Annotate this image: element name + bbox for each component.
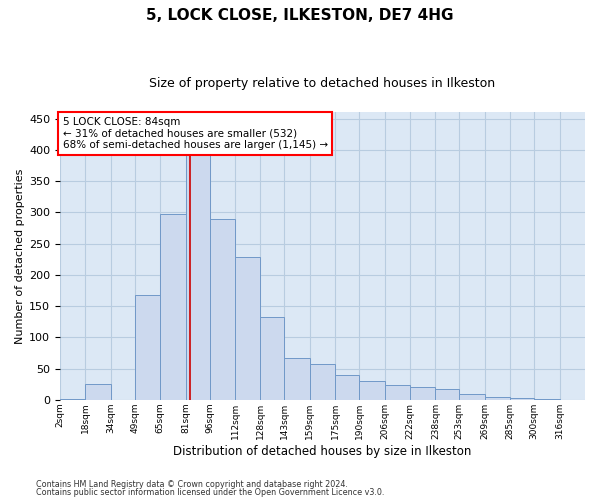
Bar (260, 316, 284, 400)
Bar (436, 389, 460, 400)
Bar (135, 296, 160, 400)
Bar (385, 386, 410, 400)
Bar (85, 384, 111, 400)
X-axis label: Distribution of detached houses by size in Ilkeston: Distribution of detached houses by size … (173, 444, 472, 458)
Text: 5, LOCK CLOSE, ILKESTON, DE7 4HG: 5, LOCK CLOSE, ILKESTON, DE7 4HG (146, 8, 454, 22)
Bar (185, 131, 209, 400)
Title: Size of property relative to detached houses in Ilkeston: Size of property relative to detached ho… (149, 78, 496, 90)
Bar (510, 398, 534, 400)
Bar (160, 214, 185, 400)
Bar (235, 258, 260, 400)
Bar (410, 388, 436, 400)
Bar (359, 381, 385, 400)
Bar (284, 358, 310, 400)
Bar (209, 218, 235, 400)
Text: 5 LOCK CLOSE: 84sqm
← 31% of detached houses are smaller (532)
68% of semi-detac: 5 LOCK CLOSE: 84sqm ← 31% of detached ho… (62, 117, 328, 150)
Bar (485, 396, 510, 400)
Bar (310, 364, 335, 400)
Text: Contains HM Land Registry data © Crown copyright and database right 2024.: Contains HM Land Registry data © Crown c… (36, 480, 348, 489)
Bar (335, 375, 359, 400)
Text: Contains public sector information licensed under the Open Government Licence v3: Contains public sector information licen… (36, 488, 385, 497)
Y-axis label: Number of detached properties: Number of detached properties (15, 168, 25, 344)
Bar (60, 398, 85, 400)
Bar (534, 399, 560, 400)
Bar (460, 394, 485, 400)
